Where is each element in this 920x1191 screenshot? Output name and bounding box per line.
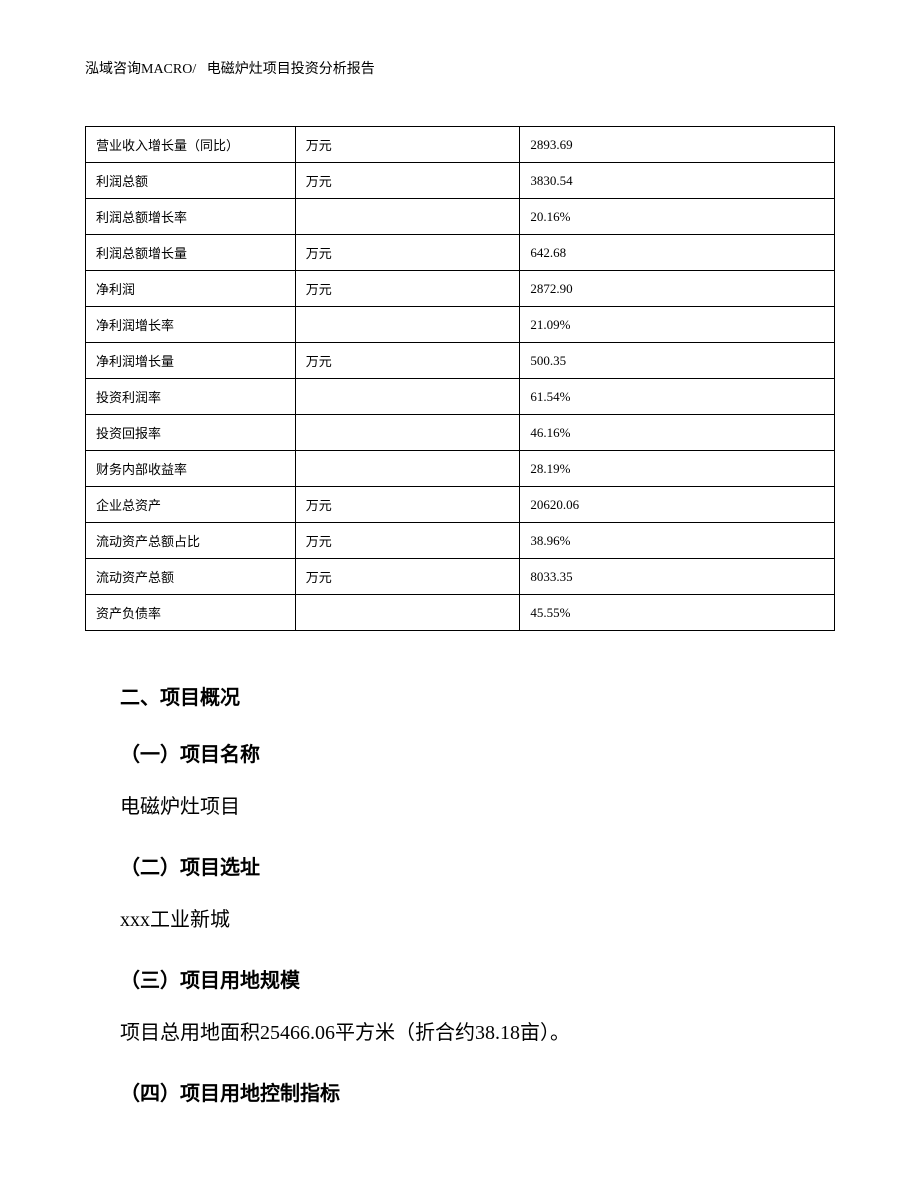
- row-label: 企业总资产: [86, 487, 296, 523]
- row-value: 61.54%: [520, 379, 835, 415]
- row-value: 642.68: [520, 235, 835, 271]
- row-unit: 万元: [295, 343, 520, 379]
- page-header: 泓域咨询MACRO/ 电磁炉灶项目投资分析报告: [85, 58, 835, 78]
- row-label: 净利润: [86, 271, 296, 307]
- row-unit: [295, 379, 520, 415]
- row-label: 流动资产总额占比: [86, 523, 296, 559]
- row-unit: 万元: [295, 163, 520, 199]
- table-row: 利润总额增长量 万元 642.68: [86, 235, 835, 271]
- table-row: 净利润增长量 万元 500.35: [86, 343, 835, 379]
- row-value: 46.16%: [520, 415, 835, 451]
- table-row: 资产负债率 45.55%: [86, 595, 835, 631]
- section-heading-main: 二、项目概况: [120, 681, 835, 710]
- table-body: 营业收入增长量（同比） 万元 2893.69 利润总额 万元 3830.54 利…: [86, 127, 835, 631]
- row-unit: 万元: [295, 127, 520, 163]
- row-unit: [295, 415, 520, 451]
- row-label: 财务内部收益率: [86, 451, 296, 487]
- table-row: 利润总额 万元 3830.54: [86, 163, 835, 199]
- table-row: 投资回报率 46.16%: [86, 415, 835, 451]
- table-row: 流动资产总额 万元 8033.35: [86, 559, 835, 595]
- row-unit: [295, 595, 520, 631]
- financial-table: 营业收入增长量（同比） 万元 2893.69 利润总额 万元 3830.54 利…: [85, 126, 835, 631]
- table-row: 净利润增长率 21.09%: [86, 307, 835, 343]
- row-value: 28.19%: [520, 451, 835, 487]
- row-value: 3830.54: [520, 163, 835, 199]
- row-label: 营业收入增长量（同比）: [86, 127, 296, 163]
- row-label: 利润总额增长量: [86, 235, 296, 271]
- body-text-1: 电磁炉灶项目: [120, 791, 835, 823]
- sub-heading-4: （四）项目用地控制指标: [120, 1077, 835, 1106]
- row-label: 净利润增长量: [86, 343, 296, 379]
- table-row: 流动资产总额占比 万元 38.96%: [86, 523, 835, 559]
- sub-heading-1: （一）项目名称: [120, 738, 835, 767]
- table-row: 营业收入增长量（同比） 万元 2893.69: [86, 127, 835, 163]
- sub-heading-2: （二）项目选址: [120, 851, 835, 880]
- row-unit: 万元: [295, 235, 520, 271]
- row-label: 利润总额增长率: [86, 199, 296, 235]
- row-unit: [295, 199, 520, 235]
- table-row: 企业总资产 万元 20620.06: [86, 487, 835, 523]
- row-label: 流动资产总额: [86, 559, 296, 595]
- row-value: 20620.06: [520, 487, 835, 523]
- row-value: 500.35: [520, 343, 835, 379]
- row-label: 利润总额: [86, 163, 296, 199]
- sub-heading-3: （三）项目用地规模: [120, 964, 835, 993]
- row-value: 2893.69: [520, 127, 835, 163]
- row-unit: [295, 307, 520, 343]
- table-row: 净利润 万元 2872.90: [86, 271, 835, 307]
- table-row: 投资利润率 61.54%: [86, 379, 835, 415]
- row-value: 8033.35: [520, 559, 835, 595]
- table-row: 利润总额增长率 20.16%: [86, 199, 835, 235]
- body-text-2: xxx工业新城: [120, 904, 835, 936]
- row-unit: [295, 451, 520, 487]
- row-unit: 万元: [295, 271, 520, 307]
- row-label: 净利润增长率: [86, 307, 296, 343]
- header-title: 电磁炉灶项目投资分析报告: [207, 62, 375, 77]
- row-unit: 万元: [295, 487, 520, 523]
- row-value: 45.55%: [520, 595, 835, 631]
- header-company: 泓域咨询MACRO/: [85, 62, 196, 77]
- row-value: 38.96%: [520, 523, 835, 559]
- row-value: 2872.90: [520, 271, 835, 307]
- row-label: 资产负债率: [86, 595, 296, 631]
- row-unit: 万元: [295, 523, 520, 559]
- table-row: 财务内部收益率 28.19%: [86, 451, 835, 487]
- row-unit: 万元: [295, 559, 520, 595]
- row-value: 20.16%: [520, 199, 835, 235]
- row-label: 投资回报率: [86, 415, 296, 451]
- row-label: 投资利润率: [86, 379, 296, 415]
- row-value: 21.09%: [520, 307, 835, 343]
- body-text-3: 项目总用地面积25466.06平方米（折合约38.18亩）。: [120, 1017, 835, 1049]
